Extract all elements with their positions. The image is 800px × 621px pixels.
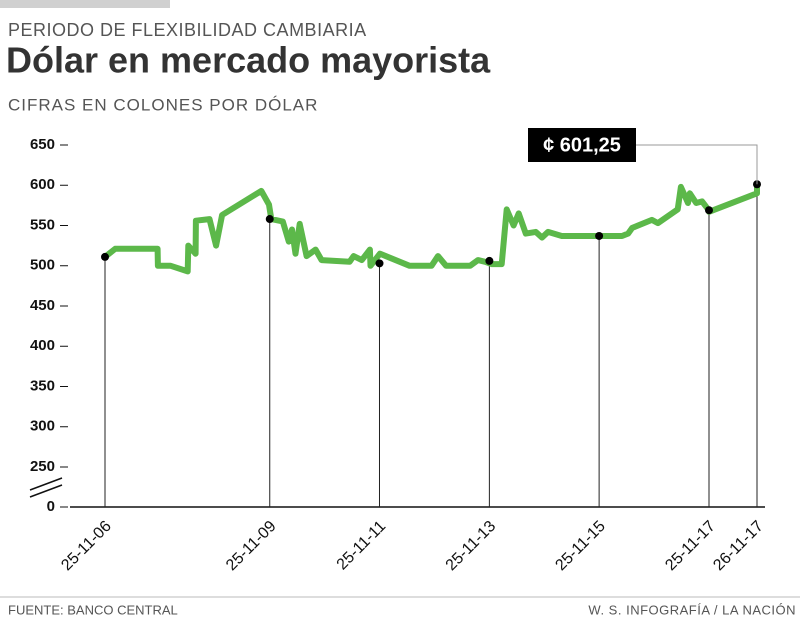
- y-tick-label: 650: [30, 136, 55, 153]
- y-tick-label: 550: [30, 216, 55, 233]
- y-tick-label: 350: [30, 377, 55, 394]
- marker-dot: [485, 256, 494, 265]
- marker-dot: [265, 215, 274, 224]
- marker-dot: [705, 206, 713, 215]
- label-box: [528, 128, 636, 162]
- x-tick-label: 25-11-17: [662, 518, 719, 575]
- marker-dot: [375, 259, 384, 268]
- price-line: [103, 183, 760, 275]
- y-tick-label: 0: [47, 498, 55, 515]
- y-tick-label: 300: [30, 418, 55, 435]
- y-tick-label: 400: [30, 337, 55, 354]
- source: FUENTE: BANCO CENTRAL: [8, 602, 178, 617]
- y-tick-label: 600: [30, 176, 55, 193]
- x-tick-label: 26-11-17: [710, 518, 767, 575]
- marker-dot: [101, 252, 109, 261]
- x-tick-label: 25-11-11: [334, 518, 390, 574]
- value-label: ¢ 601,25: [543, 134, 621, 156]
- chart-title: Dólar en mercado mayorista: [6, 40, 491, 81]
- subtitle: CIFRAS EN COLONES POR DÓLAR: [8, 95, 318, 114]
- axis-break: [29, 477, 63, 491]
- axis-break: [29, 484, 63, 498]
- x-tick-label: 25-11-09: [223, 518, 280, 575]
- y-tick-label: 450: [30, 297, 55, 314]
- x-tick-label: 25-11-15: [552, 518, 609, 575]
- supertitle: PERIODO DE FLEXIBILIDAD CAMBIARIA: [8, 20, 367, 40]
- x-tick-label: 25-11-06: [58, 518, 115, 575]
- label-leader: [636, 144, 758, 185]
- x-tick-label: 25-11-13: [443, 518, 500, 575]
- marker-dot: [595, 231, 604, 240]
- credit: W. S. INFOGRAFÍA / LA NACIÓN: [588, 602, 796, 617]
- y-tick-label: 500: [30, 257, 55, 274]
- y-tick-label: 250: [30, 458, 55, 475]
- top-bar: [0, 0, 170, 8]
